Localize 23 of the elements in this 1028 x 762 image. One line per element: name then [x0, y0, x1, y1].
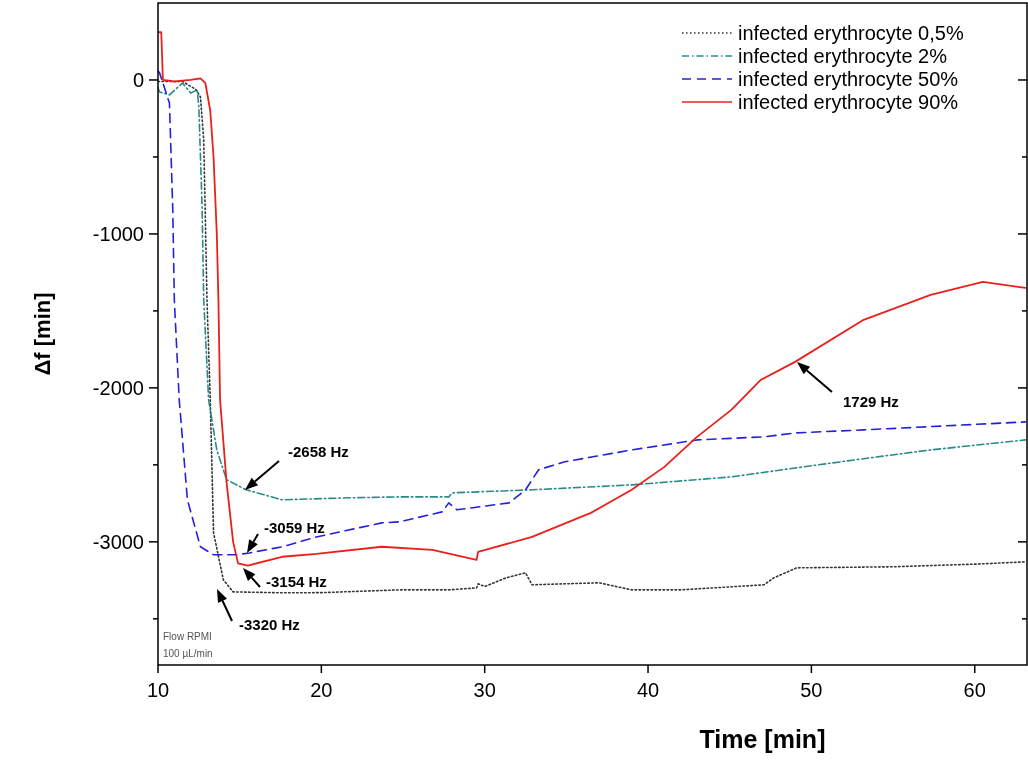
x-tick-label: 10	[146, 679, 170, 701]
annotation: -3154 Hz	[266, 573, 327, 591]
x-tick-label: 20	[310, 679, 333, 701]
annotation: 1729 Hz	[843, 393, 899, 411]
x-tick-label: 40	[636, 679, 660, 701]
y-tick-label: -2000	[92, 376, 144, 399]
y-tick-label: -1000	[92, 222, 144, 245]
annotation: -3059 Hz	[264, 519, 325, 537]
legend-label: infected erythrocyte 2%	[738, 45, 948, 67]
x-axis-title: Time [min]	[699, 725, 826, 753]
annotation: -3320 Hz	[239, 616, 300, 634]
legend-label: infected erythrocyte 90%	[738, 91, 959, 113]
y-axis-title: Δf [min]	[30, 292, 55, 376]
annotation: Flow RPMI	[163, 630, 212, 642]
legend-label: infected erythrocyte 0,5%	[738, 22, 964, 44]
x-tick-label: 30	[473, 679, 496, 701]
x-tick-label: 60	[963, 679, 986, 701]
x-tick-label: 50	[800, 679, 823, 701]
y-tick-label: -3000	[92, 530, 144, 553]
annotation: -2658 Hz	[288, 443, 349, 461]
y-tick-label: 0	[132, 68, 144, 91]
annotation: 100 µL/min	[163, 647, 213, 659]
legend-label: infected erythrocyte 50%	[738, 68, 959, 90]
